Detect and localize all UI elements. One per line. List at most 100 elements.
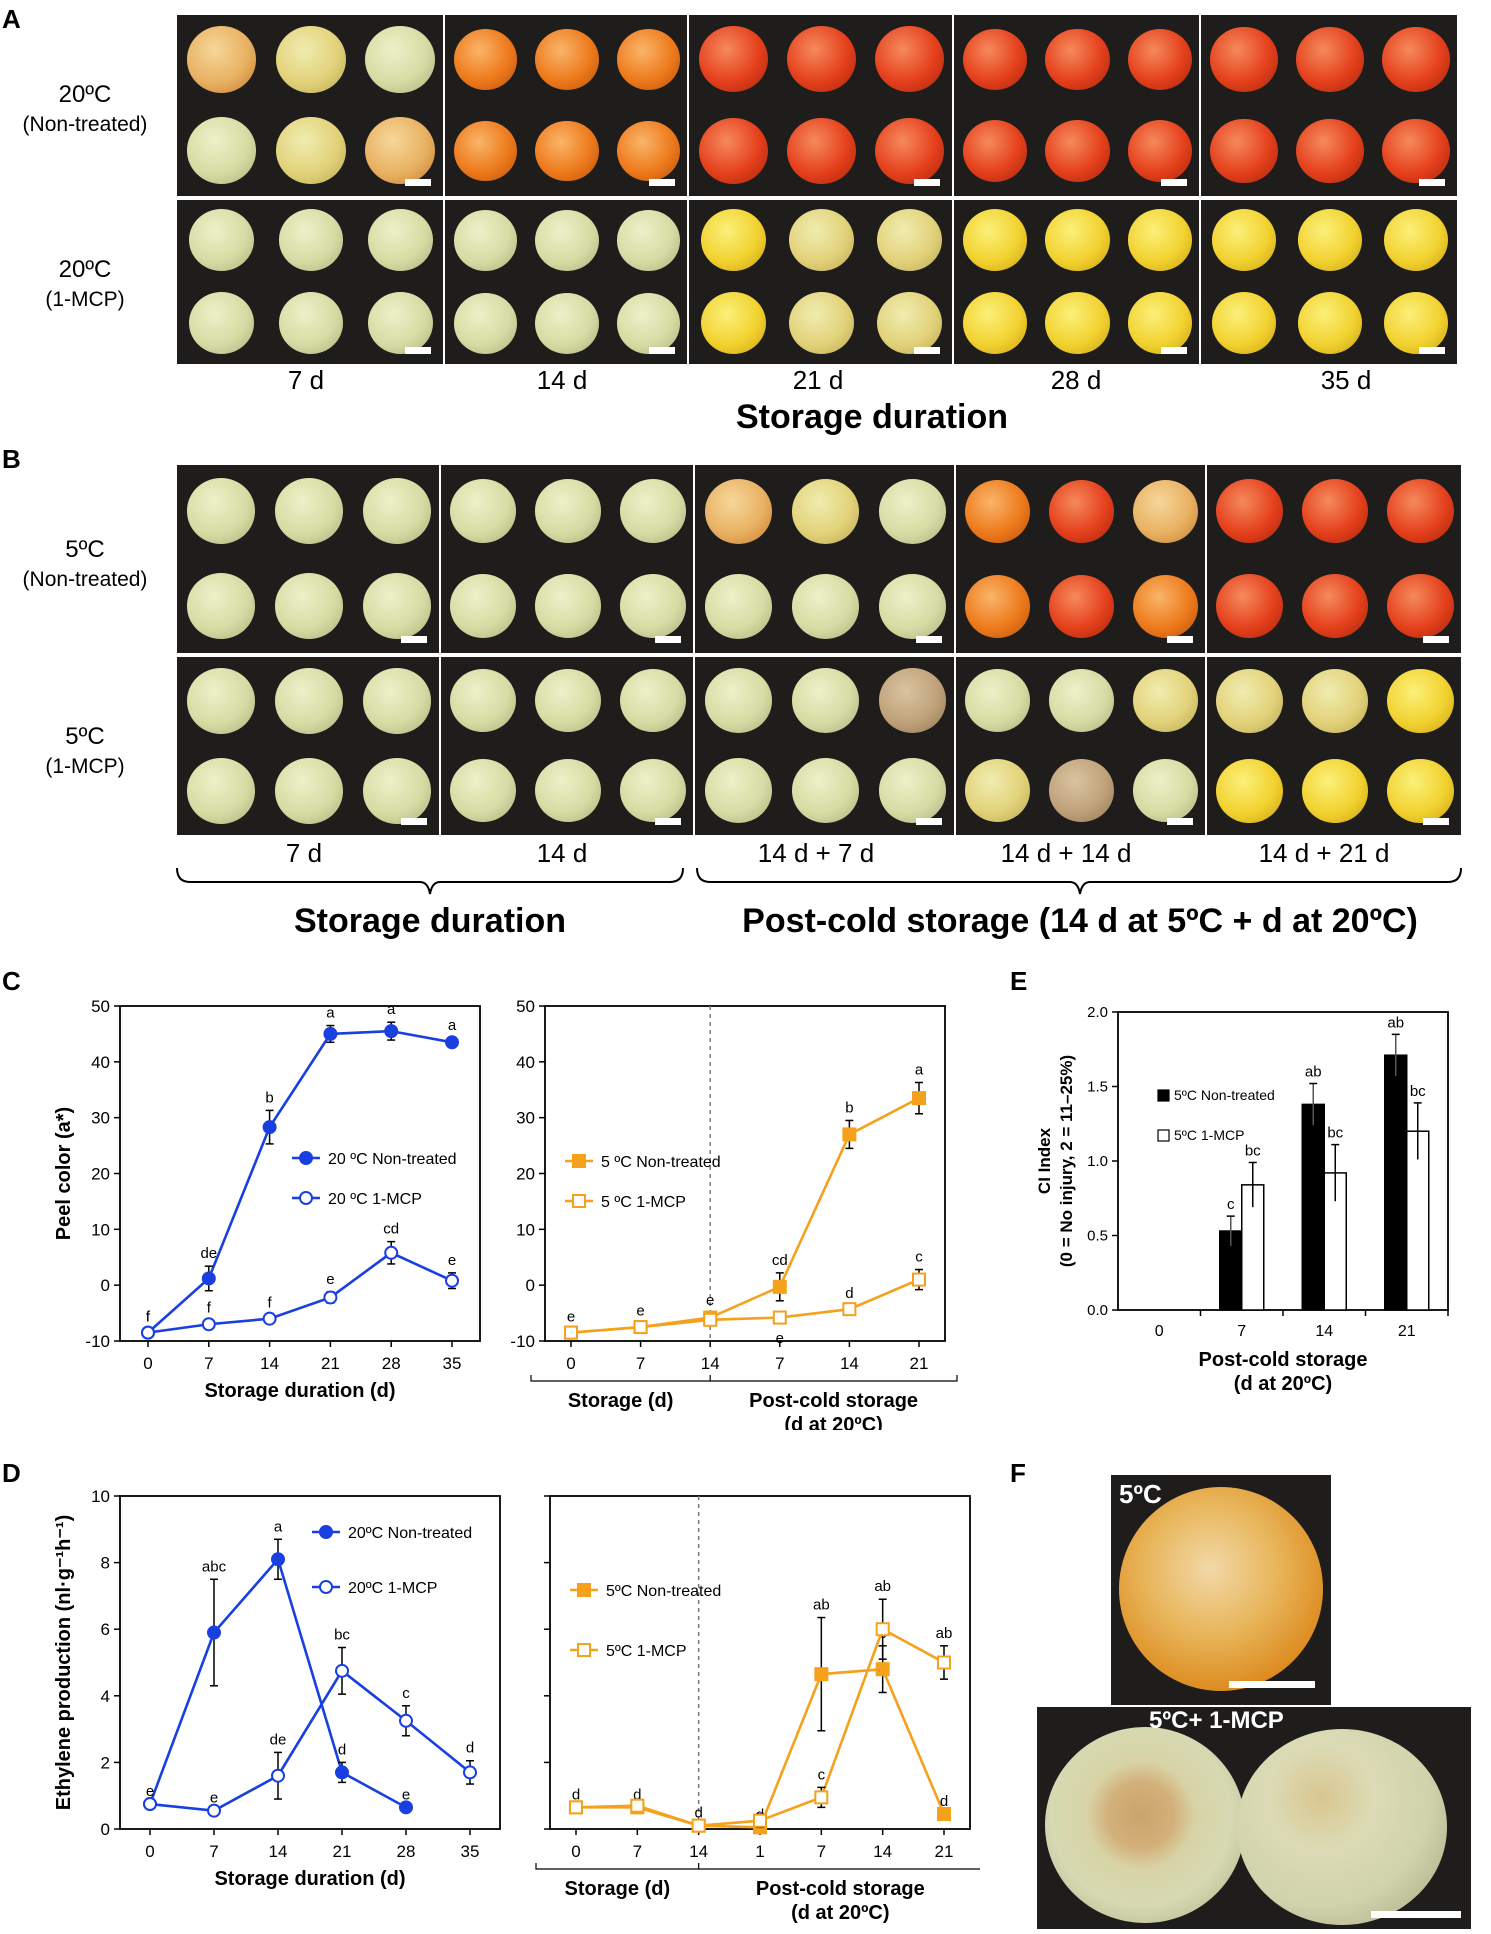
- y-tick-label: 10: [516, 1220, 535, 1239]
- tomato-fruit: [791, 758, 860, 824]
- tomato-fruit: [878, 758, 947, 824]
- significance-letter: d: [572, 1786, 580, 1803]
- x-tick-label: 35: [461, 1842, 480, 1861]
- tomato-fruit: [616, 292, 681, 354]
- panel-letter-b: B: [2, 444, 21, 474]
- series-line-2: [570, 1278, 920, 1334]
- tomato-fruit: [186, 667, 256, 734]
- significance-letter: a: [448, 1017, 457, 1034]
- tomato-fruit: [1301, 758, 1369, 823]
- data-point: [399, 1800, 413, 1815]
- significance-letter: b: [845, 1099, 853, 1116]
- x-tick-label: 14: [873, 1842, 892, 1861]
- significance-letter: c: [915, 1249, 923, 1266]
- data-point: [335, 1663, 349, 1678]
- bar: [1301, 1103, 1325, 1311]
- panel-b-day-2: 14 d: [536, 838, 588, 868]
- x-tick-label: 0: [571, 1842, 580, 1861]
- x-group-label-post-cold-unit: (d at 20ºC): [791, 1902, 889, 1924]
- tomato-fruit: [791, 573, 860, 639]
- tomato-fruit: [186, 117, 257, 185]
- x-tick-label: 14: [701, 1354, 720, 1373]
- tomato-fruit: [791, 478, 860, 544]
- data-point: [201, 1317, 216, 1332]
- panel-f-scale-bar-top: [1229, 1681, 1315, 1688]
- tomato-fruit: [1382, 27, 1450, 92]
- tomato-fruit: [1301, 479, 1369, 544]
- data-point: [201, 1271, 216, 1286]
- x-tick-label: 14: [1315, 1323, 1333, 1340]
- tomato-fruit: [534, 479, 601, 543]
- chart-e: 0.0 0.5 1.0 1.5 2.0 0 7 c bc 14 ab bc 21 ab bc CI Index…: [1035, 1004, 1449, 1395]
- tomato-fruit: [965, 479, 1031, 543]
- panel-b-row1-label: 5ºC (Non-treated): [22, 536, 148, 591]
- chart-d-left: 0 2 4 6 8 10 0 7 14 21 28 35 Ethylene production (nl…: [53, 1487, 501, 1890]
- data-point: [271, 1768, 285, 1783]
- data-point: [399, 1713, 413, 1728]
- x-tick-label: 14: [689, 1842, 708, 1861]
- data-point: [207, 1625, 221, 1640]
- plot-frame: [119, 1495, 501, 1830]
- legend-label: 5 ºC Non-treated: [601, 1154, 721, 1171]
- legend-marker: [572, 1194, 586, 1208]
- tomato-fruit: [1045, 28, 1110, 91]
- tomato-fruit: [1048, 669, 1115, 732]
- data-point: [262, 1120, 277, 1135]
- significance-letter: a: [326, 1005, 335, 1022]
- tomato-fruit: [362, 478, 432, 545]
- significance-letter: ab: [813, 1597, 830, 1614]
- tomato-fruit: [1045, 120, 1110, 182]
- tomato-fruit: [1296, 27, 1364, 92]
- data-point: [569, 1800, 583, 1815]
- x-tick-label: 7: [636, 1354, 645, 1373]
- panel-b-title-left: Storage duration: [293, 902, 567, 940]
- tomato-fruit: [1211, 292, 1277, 355]
- fruit-5c-1mcp-left: [1045, 1727, 1245, 1923]
- panel-letter-a: A: [2, 4, 21, 34]
- significance-letter: ab: [936, 1625, 953, 1642]
- panel-a-photo-row2-col5: [1200, 199, 1458, 365]
- data-point: [384, 1245, 399, 1260]
- tomato-fruit: [963, 120, 1028, 182]
- tomato-fruit: [704, 573, 773, 639]
- scale-bar: [655, 636, 681, 643]
- x-group-label-storage: Storage (d): [565, 1878, 671, 1900]
- x-axis-label: Storage duration (d): [204, 1380, 395, 1402]
- tomato-fruit: [274, 757, 344, 824]
- scale-bar: [914, 179, 940, 186]
- y-tick-label: 50: [516, 997, 535, 1016]
- tomato-fruit: [700, 292, 766, 355]
- tomato-fruit: [362, 573, 432, 640]
- tomato-fruit: [1387, 479, 1454, 544]
- x-tick-label: 0: [566, 1354, 575, 1373]
- legend-marker: [299, 1151, 313, 1165]
- plot-frame: [119, 1005, 481, 1342]
- legend-label: 5ºC 1-MCP: [1174, 1127, 1244, 1143]
- plot-frame: [549, 1495, 971, 1830]
- significance-letter: a: [274, 1518, 283, 1535]
- legend-label: 20 ºC 1-MCP: [328, 1191, 422, 1208]
- significance-letter: e: [706, 1292, 714, 1309]
- legend-label: 5 ºC 1-MCP: [601, 1194, 686, 1211]
- plot-frame: [544, 1005, 946, 1342]
- tomato-fruit: [1132, 574, 1198, 638]
- x-tick-label: 35: [443, 1354, 462, 1373]
- tomato-fruit: [1045, 292, 1110, 355]
- data-point: [703, 1312, 718, 1327]
- tomato-fruit: [535, 120, 599, 182]
- y-axis-label: CI Index: [1035, 1127, 1054, 1194]
- y-tick-label: 0: [526, 1276, 535, 1295]
- tomato-fruit: [704, 478, 773, 544]
- x-tick-label: 7: [1237, 1323, 1246, 1340]
- fruit-5c-nontreated: [1119, 1487, 1323, 1691]
- x-bracket-post-cold: [698, 1868, 980, 1870]
- y-tick-label: 50: [91, 997, 110, 1016]
- y-tick-label: 20: [91, 1165, 110, 1184]
- chart-d-right: 0 7 14 1 7 14 21 Storage (d) Post-cold storage(d…: [535, 1495, 980, 1924]
- panel-a-row2-label: 20ºC (1-MCP): [45, 256, 125, 311]
- scale-bar: [916, 818, 942, 825]
- tomato-fruit: [189, 209, 255, 272]
- significance-letter: f: [146, 1308, 151, 1325]
- x-tick-label: 0: [145, 1842, 154, 1861]
- significance-letter: e: [636, 1303, 644, 1320]
